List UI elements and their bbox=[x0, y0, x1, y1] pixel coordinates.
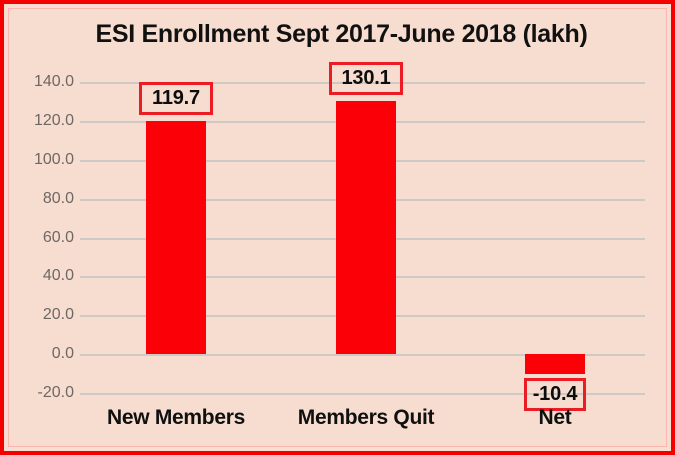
gridline bbox=[80, 393, 645, 395]
plot-area: 119.7 130.1 -10.4 bbox=[80, 62, 645, 411]
x-axis-category-labels: New Members Members Quit Net bbox=[80, 406, 645, 440]
data-label-members-quit: 130.1 bbox=[329, 62, 403, 95]
y-tick-label: -20.0 bbox=[37, 384, 74, 401]
category-label-members-quit: Members Quit bbox=[297, 406, 435, 429]
y-axis-tick-labels: 140.0 120.0 100.0 80.0 60.0 40.0 20.0 0.… bbox=[4, 73, 74, 401]
bar-members-quit[interactable] bbox=[336, 101, 396, 355]
y-tick-label: 80.0 bbox=[42, 189, 74, 207]
gridline bbox=[80, 354, 645, 357]
data-label-new-members: 119.7 bbox=[139, 82, 213, 115]
y-tick-label: 120.0 bbox=[33, 111, 74, 129]
gridline bbox=[80, 82, 645, 84]
category-label-new-members: New Members bbox=[107, 406, 245, 429]
y-tick-label: 20.0 bbox=[42, 306, 74, 324]
y-tick-label: 140.0 bbox=[33, 73, 74, 90]
bar-new-members[interactable] bbox=[146, 121, 206, 355]
y-tick-label: 100.0 bbox=[33, 150, 74, 168]
y-tick-label: 60.0 bbox=[42, 228, 74, 246]
chart-title: ESI Enrollment Sept 2017-June 2018 (lakh… bbox=[95, 20, 588, 48]
category-label-net: Net bbox=[538, 406, 572, 429]
bar-net[interactable] bbox=[525, 354, 585, 375]
y-tick-label: 0.0 bbox=[51, 345, 74, 363]
y-tick-label: 40.0 bbox=[42, 267, 74, 285]
data-label-net: -10.4 bbox=[524, 378, 586, 411]
